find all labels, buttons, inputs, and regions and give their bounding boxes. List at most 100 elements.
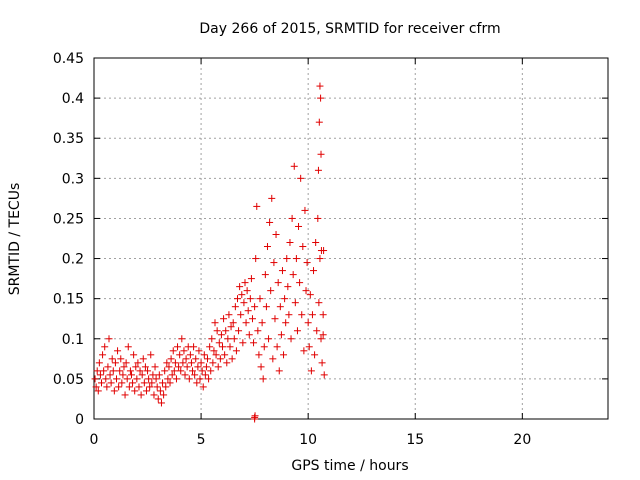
data-point — [189, 367, 197, 375]
data-point — [252, 255, 260, 263]
data-point — [305, 343, 313, 351]
data-point — [253, 202, 261, 210]
data-point — [211, 319, 219, 327]
data-point — [308, 311, 316, 319]
data-point — [129, 379, 137, 387]
data-point — [164, 375, 172, 383]
data-point — [121, 391, 129, 399]
data-point — [102, 375, 110, 383]
y-tick-label: 0.15 — [53, 292, 84, 308]
data-point — [105, 335, 113, 343]
data-point — [313, 327, 321, 335]
data-point — [316, 82, 324, 90]
data-point — [320, 371, 328, 379]
data-point — [314, 214, 322, 222]
data-point — [268, 194, 276, 202]
data-point — [255, 351, 263, 359]
data-point — [318, 359, 326, 367]
data-point — [100, 367, 108, 375]
data-point — [256, 295, 264, 303]
data-point — [91, 375, 99, 383]
data-point — [230, 335, 238, 343]
data-point — [245, 331, 253, 339]
data-point — [231, 303, 239, 311]
data-point — [99, 351, 107, 359]
data-point — [274, 279, 282, 287]
data-point — [201, 371, 209, 379]
data-point — [150, 391, 158, 399]
data-point — [120, 363, 128, 371]
data-point — [251, 412, 259, 420]
data-point — [117, 355, 125, 363]
data-point — [197, 359, 205, 367]
data-point — [153, 383, 161, 391]
data-point — [284, 283, 292, 291]
data-point — [194, 363, 202, 371]
data-point — [280, 351, 288, 359]
x-tick-label: 0 — [90, 432, 99, 448]
data-point — [168, 371, 176, 379]
data-point — [111, 359, 119, 367]
data-point — [183, 363, 191, 371]
data-point — [115, 383, 123, 391]
data-point — [314, 166, 322, 174]
data-point — [192, 355, 200, 363]
data-point — [291, 299, 299, 307]
y-axis-label: SRMTID / TECUs — [7, 183, 23, 296]
data-point — [127, 371, 135, 379]
data-point — [248, 315, 256, 323]
data-point — [273, 343, 281, 351]
y-tick-label: 0.05 — [53, 372, 84, 388]
data-point — [212, 351, 220, 359]
data-point — [195, 347, 203, 355]
data-point — [146, 383, 154, 391]
x-tick-label: 20 — [513, 432, 531, 448]
data-point — [101, 343, 109, 351]
data-point — [259, 375, 267, 383]
data-point — [222, 327, 230, 335]
data-point — [246, 295, 254, 303]
data-point — [179, 359, 187, 367]
data-point — [286, 239, 294, 247]
y-tick-label: 0.25 — [53, 211, 84, 227]
data-point — [269, 355, 277, 363]
data-point — [224, 335, 232, 343]
data-point — [92, 383, 100, 391]
data-point — [165, 363, 173, 371]
data-point — [152, 375, 160, 383]
data-point — [296, 279, 304, 287]
x-axis-label: GPS time / hours — [291, 458, 408, 474]
data-point — [200, 351, 208, 359]
data-point — [297, 174, 305, 182]
data-point — [186, 351, 194, 359]
data-point — [247, 275, 255, 283]
y-tick-label: 0.2 — [62, 252, 84, 268]
data-point — [206, 343, 214, 351]
data-point — [172, 375, 180, 383]
data-point — [142, 387, 150, 395]
data-points — [91, 82, 328, 423]
data-point — [210, 347, 218, 355]
data-point — [315, 118, 323, 126]
data-point — [133, 375, 141, 383]
data-point — [235, 327, 243, 335]
data-point — [207, 367, 215, 375]
data-point — [193, 379, 201, 387]
data-point — [250, 339, 258, 347]
data-point — [215, 339, 223, 347]
data-point — [316, 255, 324, 263]
data-point — [161, 367, 169, 375]
data-point — [181, 371, 189, 379]
data-point — [216, 355, 224, 363]
data-point — [157, 399, 165, 407]
data-point — [220, 315, 228, 323]
data-point — [266, 218, 274, 226]
y-tick-label: 0 — [75, 412, 84, 428]
y-tick-labels: 0 0.05 0.1 0.15 0.2 0.25 0.3 0.35 0.4 0.45 — [53, 51, 84, 428]
x-tick-label: 10 — [299, 432, 317, 448]
data-point — [275, 367, 283, 375]
axis-ticks — [93, 57, 608, 420]
data-point — [310, 267, 318, 275]
data-point — [125, 383, 133, 391]
data-point — [214, 363, 222, 371]
